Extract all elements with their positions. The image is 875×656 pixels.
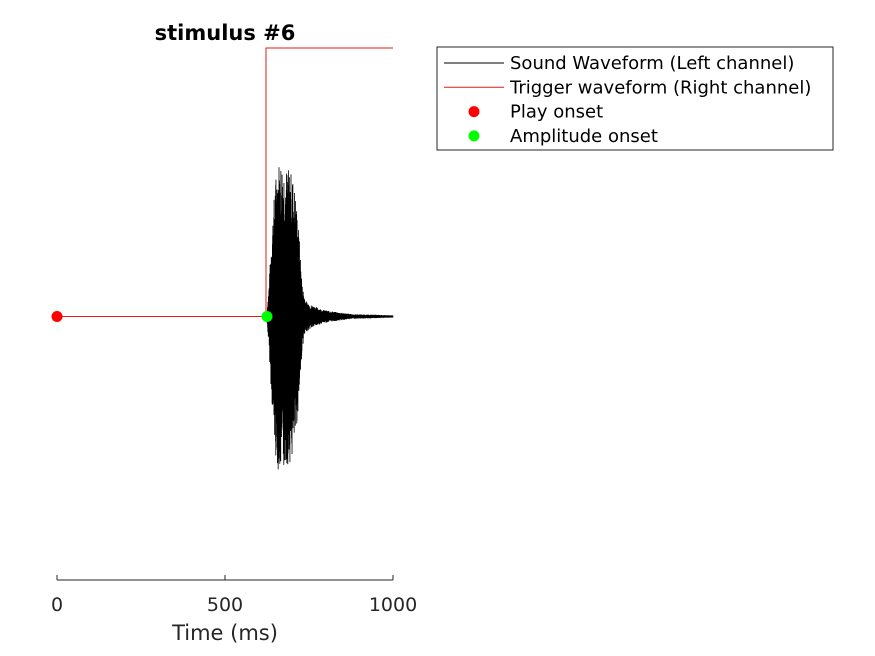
chart-title: stimulus #6 [155, 21, 296, 45]
sound-waveform-series [57, 167, 394, 470]
legend-marker-swatch [468, 106, 480, 118]
amplitude-onset-marker [261, 311, 273, 322]
x-tick-label: 500 [207, 594, 243, 616]
x-ticks: 0 500 1000 [51, 575, 417, 616]
onset-markers [51, 311, 273, 322]
legend-entry: Trigger waveform (Right channel) [444, 77, 811, 98]
x-tick-label: 0 [51, 594, 63, 616]
legend-label: Trigger waveform (Right channel) [509, 77, 811, 98]
legend: Sound Waveform (Left channel) Trigger wav… [436, 46, 834, 151]
legend-marker-swatch [468, 130, 480, 142]
trigger-waveform-series [57, 47, 393, 317]
legend-label: Sound Waveform (Left channel) [510, 53, 794, 74]
x-axis-label: Time (ms) [171, 621, 278, 645]
legend-entry: Sound Waveform (Left channel) [444, 53, 794, 74]
x-tick-label: 1000 [369, 594, 417, 616]
x-axis: 0 500 1000 [51, 575, 417, 616]
legend-label: Play onset [510, 102, 603, 123]
sound-waveform-line [57, 167, 394, 470]
legend-box [436, 46, 834, 151]
legend-label: Amplitude onset [510, 126, 658, 147]
play-onset-marker [51, 311, 63, 322]
legend-entry: Play onset [468, 102, 603, 123]
legend-items: Sound Waveform (Left channel) Trigger wav… [444, 53, 811, 147]
plot-area [51, 47, 394, 470]
legend-entry: Amplitude onset [468, 126, 658, 147]
trigger-waveform-line [57, 47, 393, 317]
